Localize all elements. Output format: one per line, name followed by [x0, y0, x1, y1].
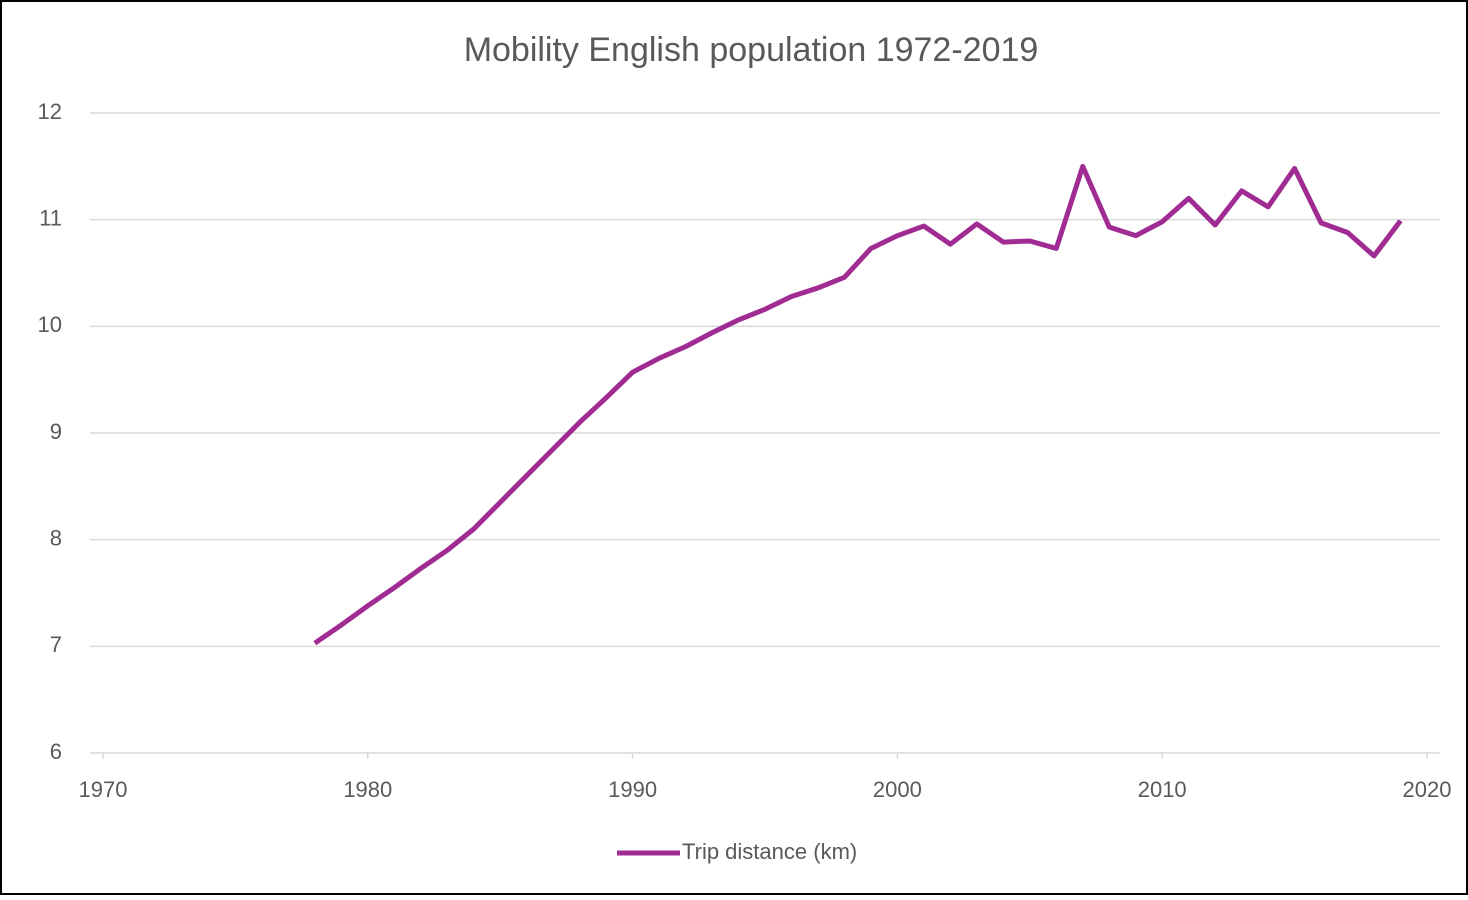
- y-tick-label: 6: [50, 739, 62, 764]
- x-tick-label: 1980: [343, 777, 392, 802]
- chart-title: Mobility English population 1972-2019: [464, 31, 1039, 69]
- y-tick-label: 8: [50, 525, 62, 550]
- data-line: [313, 163, 1403, 646]
- x-tick-label: 2000: [873, 777, 922, 802]
- y-tick-label: 10: [38, 312, 62, 337]
- x-tick-label: 1990: [608, 777, 657, 802]
- y-tick-label: 7: [50, 632, 62, 657]
- y-tick-label: 11: [39, 205, 62, 230]
- x-tick-label: 2010: [1138, 777, 1187, 802]
- x-tick-label: 2020: [1403, 777, 1452, 802]
- legend-label: Trip distance (km): [682, 839, 857, 864]
- y-tick-label: 12: [38, 99, 62, 124]
- x-tick-label: 1970: [79, 777, 128, 802]
- y-tick-label: 9: [50, 419, 62, 444]
